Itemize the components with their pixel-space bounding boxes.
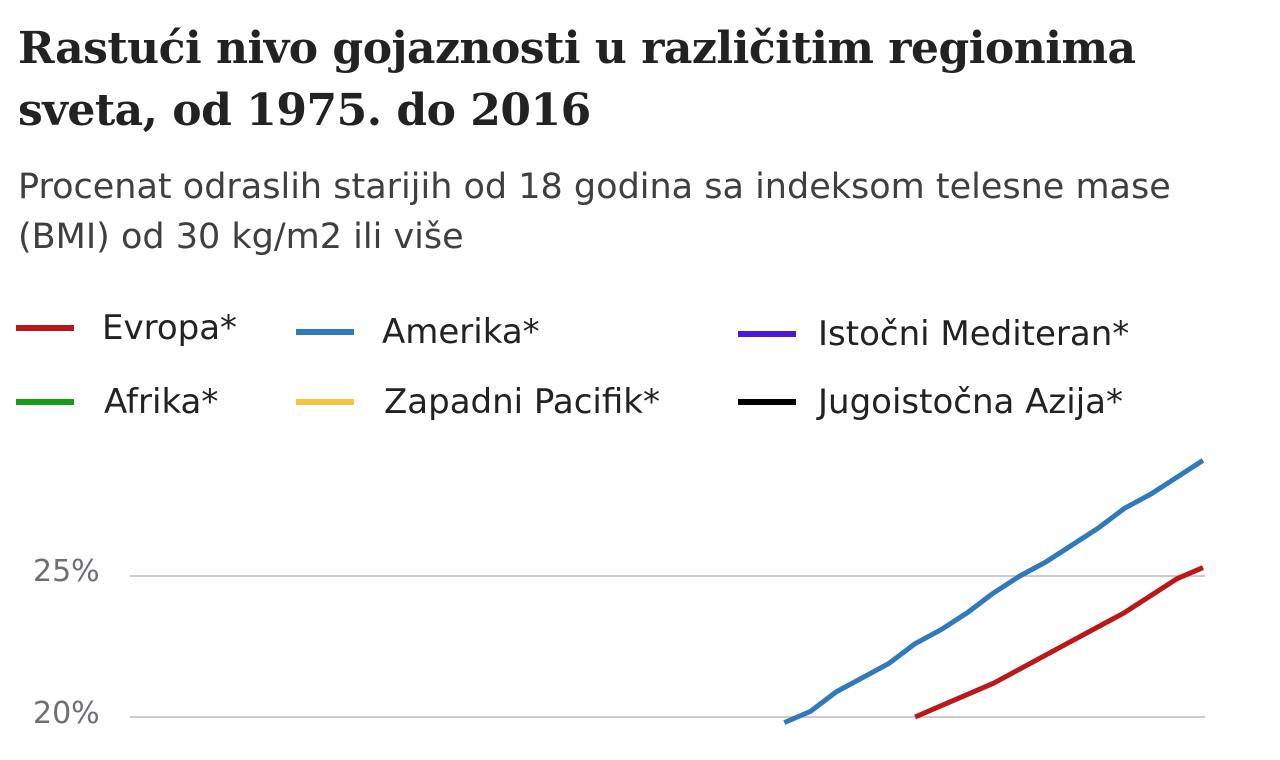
legend-label: Istočni Mediteran* — [818, 314, 1130, 354]
legend-item-amerika: Amerika* — [296, 312, 540, 352]
legend-swatch — [738, 331, 796, 337]
plot-area — [130, 458, 1205, 725]
legend-label: Zapadni Pacifik* — [384, 382, 660, 422]
legend-label: Evropa* — [102, 308, 238, 348]
y-tick-label: 25% — [33, 554, 100, 589]
series-line-evropa — [914, 565, 1204, 720]
legend-swatch — [296, 399, 354, 405]
legend-swatch — [16, 325, 74, 331]
legend-label: Jugoistočna Azija* — [818, 382, 1123, 422]
legend-swatch — [16, 399, 74, 405]
legend-item-afrika: Afrika* — [16, 382, 218, 422]
legend-item-evropa: Evropa* — [16, 308, 237, 348]
legend-swatch — [738, 399, 796, 405]
legend-item-zapadni-pacifik: Zapadni Pacifik* — [296, 382, 660, 422]
legend-label: Afrika* — [104, 382, 219, 422]
chart-title: Rastući nivo gojaznosti u različitim reg… — [18, 23, 1136, 136]
legend-swatch — [296, 329, 354, 335]
chart-subtitle: Procenat odraslih starijih od 18 godina … — [18, 167, 1171, 257]
legend-item-istocni-mediteran: Istočni Mediteran* — [738, 314, 1129, 354]
series-line-amerika — [783, 458, 1205, 725]
legend-label: Amerika* — [382, 312, 540, 352]
legend-item-jugoistocna-azija: Jugoistočna Azija* — [738, 382, 1123, 422]
